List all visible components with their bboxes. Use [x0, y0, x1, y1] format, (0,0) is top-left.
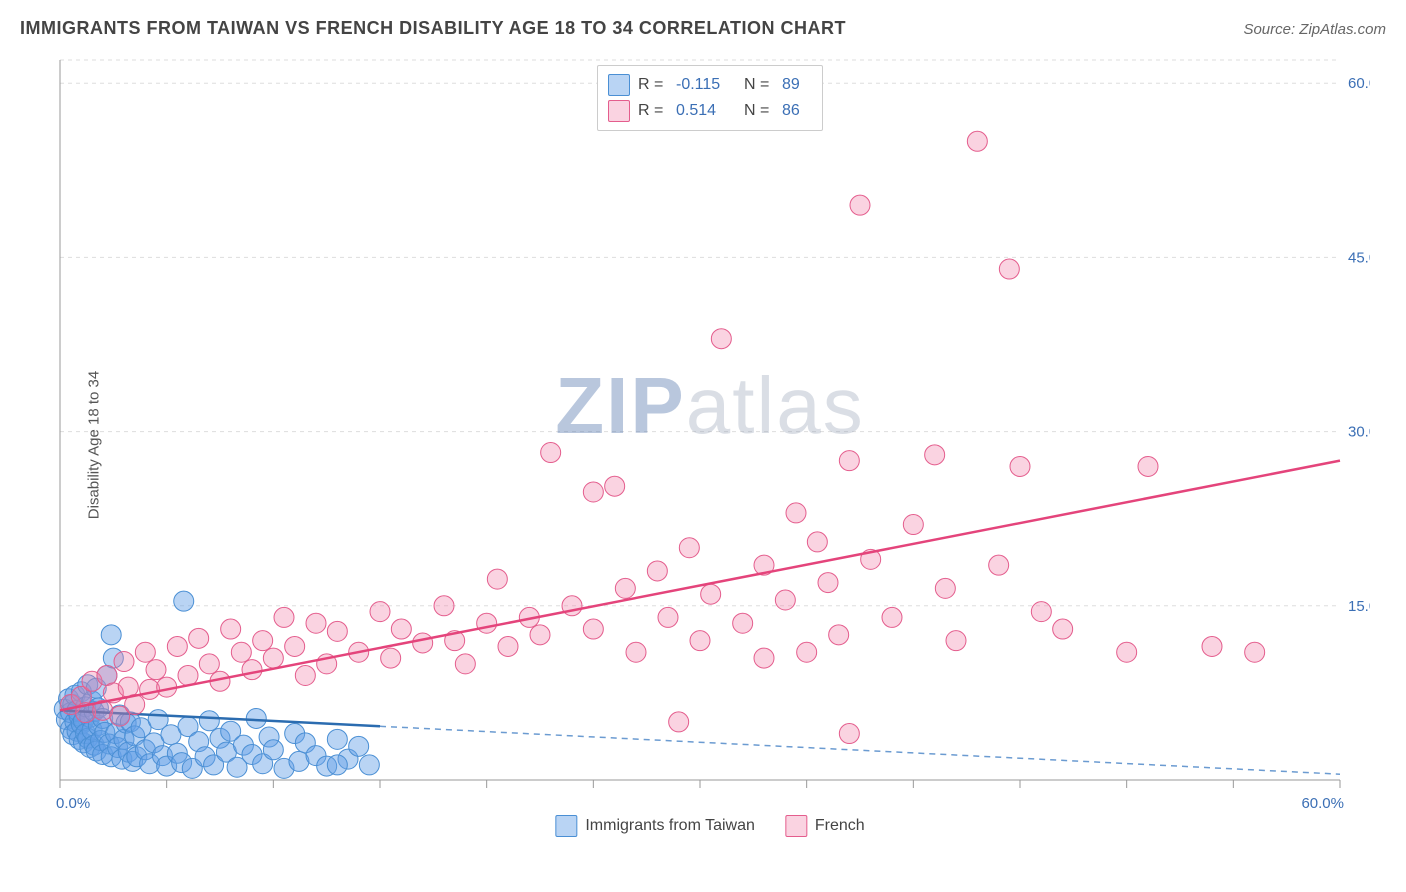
scatter-chart: 15.0% 30.0% 45.0% 60.0% 0.0% 60.0% [50, 55, 1370, 835]
legend-swatch-french [608, 100, 630, 122]
svg-text:0.0%: 0.0% [56, 795, 90, 812]
legend-row-taiwan: R = -0.115 N = 89 [608, 72, 812, 98]
y-axis-label: Disability Age 18 to 34 [86, 371, 103, 519]
svg-text:30.0%: 30.0% [1348, 424, 1370, 441]
n-label: N = [744, 102, 774, 120]
source-label: Source: ZipAtlas.com [1243, 21, 1386, 38]
chart-container: Disability Age 18 to 34 15.0% 30.0% 45.0% 6… [50, 55, 1370, 835]
svg-text:15.0%: 15.0% [1348, 598, 1370, 615]
legend-swatch-taiwan [555, 815, 577, 837]
r-label: R = [638, 76, 668, 94]
r-label: R = [638, 102, 668, 120]
svg-text:60.0%: 60.0% [1348, 75, 1370, 92]
r-value-taiwan: -0.115 [676, 76, 736, 94]
legend-row-french: R = 0.514 N = 86 [608, 98, 812, 124]
legend-label-taiwan: Immigrants from Taiwan [585, 817, 755, 835]
legend-stats: R = -0.115 N = 89 R = 0.514 N = 86 [597, 65, 823, 131]
n-label: N = [744, 76, 774, 94]
legend-swatch-french [785, 815, 807, 837]
chart-title: IMMIGRANTS FROM TAIWAN VS FRENCH DISABIL… [20, 18, 846, 39]
legend-item-french: French [785, 815, 865, 837]
n-value-french: 86 [782, 102, 812, 120]
legend-label-french: French [815, 817, 865, 835]
n-value-taiwan: 89 [782, 76, 812, 94]
svg-text:60.0%: 60.0% [1301, 795, 1344, 812]
legend-item-taiwan: Immigrants from Taiwan [555, 815, 755, 837]
svg-text:45.0%: 45.0% [1348, 249, 1370, 266]
legend-swatch-taiwan [608, 74, 630, 96]
r-value-french: 0.514 [676, 102, 736, 120]
legend-series: Immigrants from Taiwan French [555, 815, 864, 837]
